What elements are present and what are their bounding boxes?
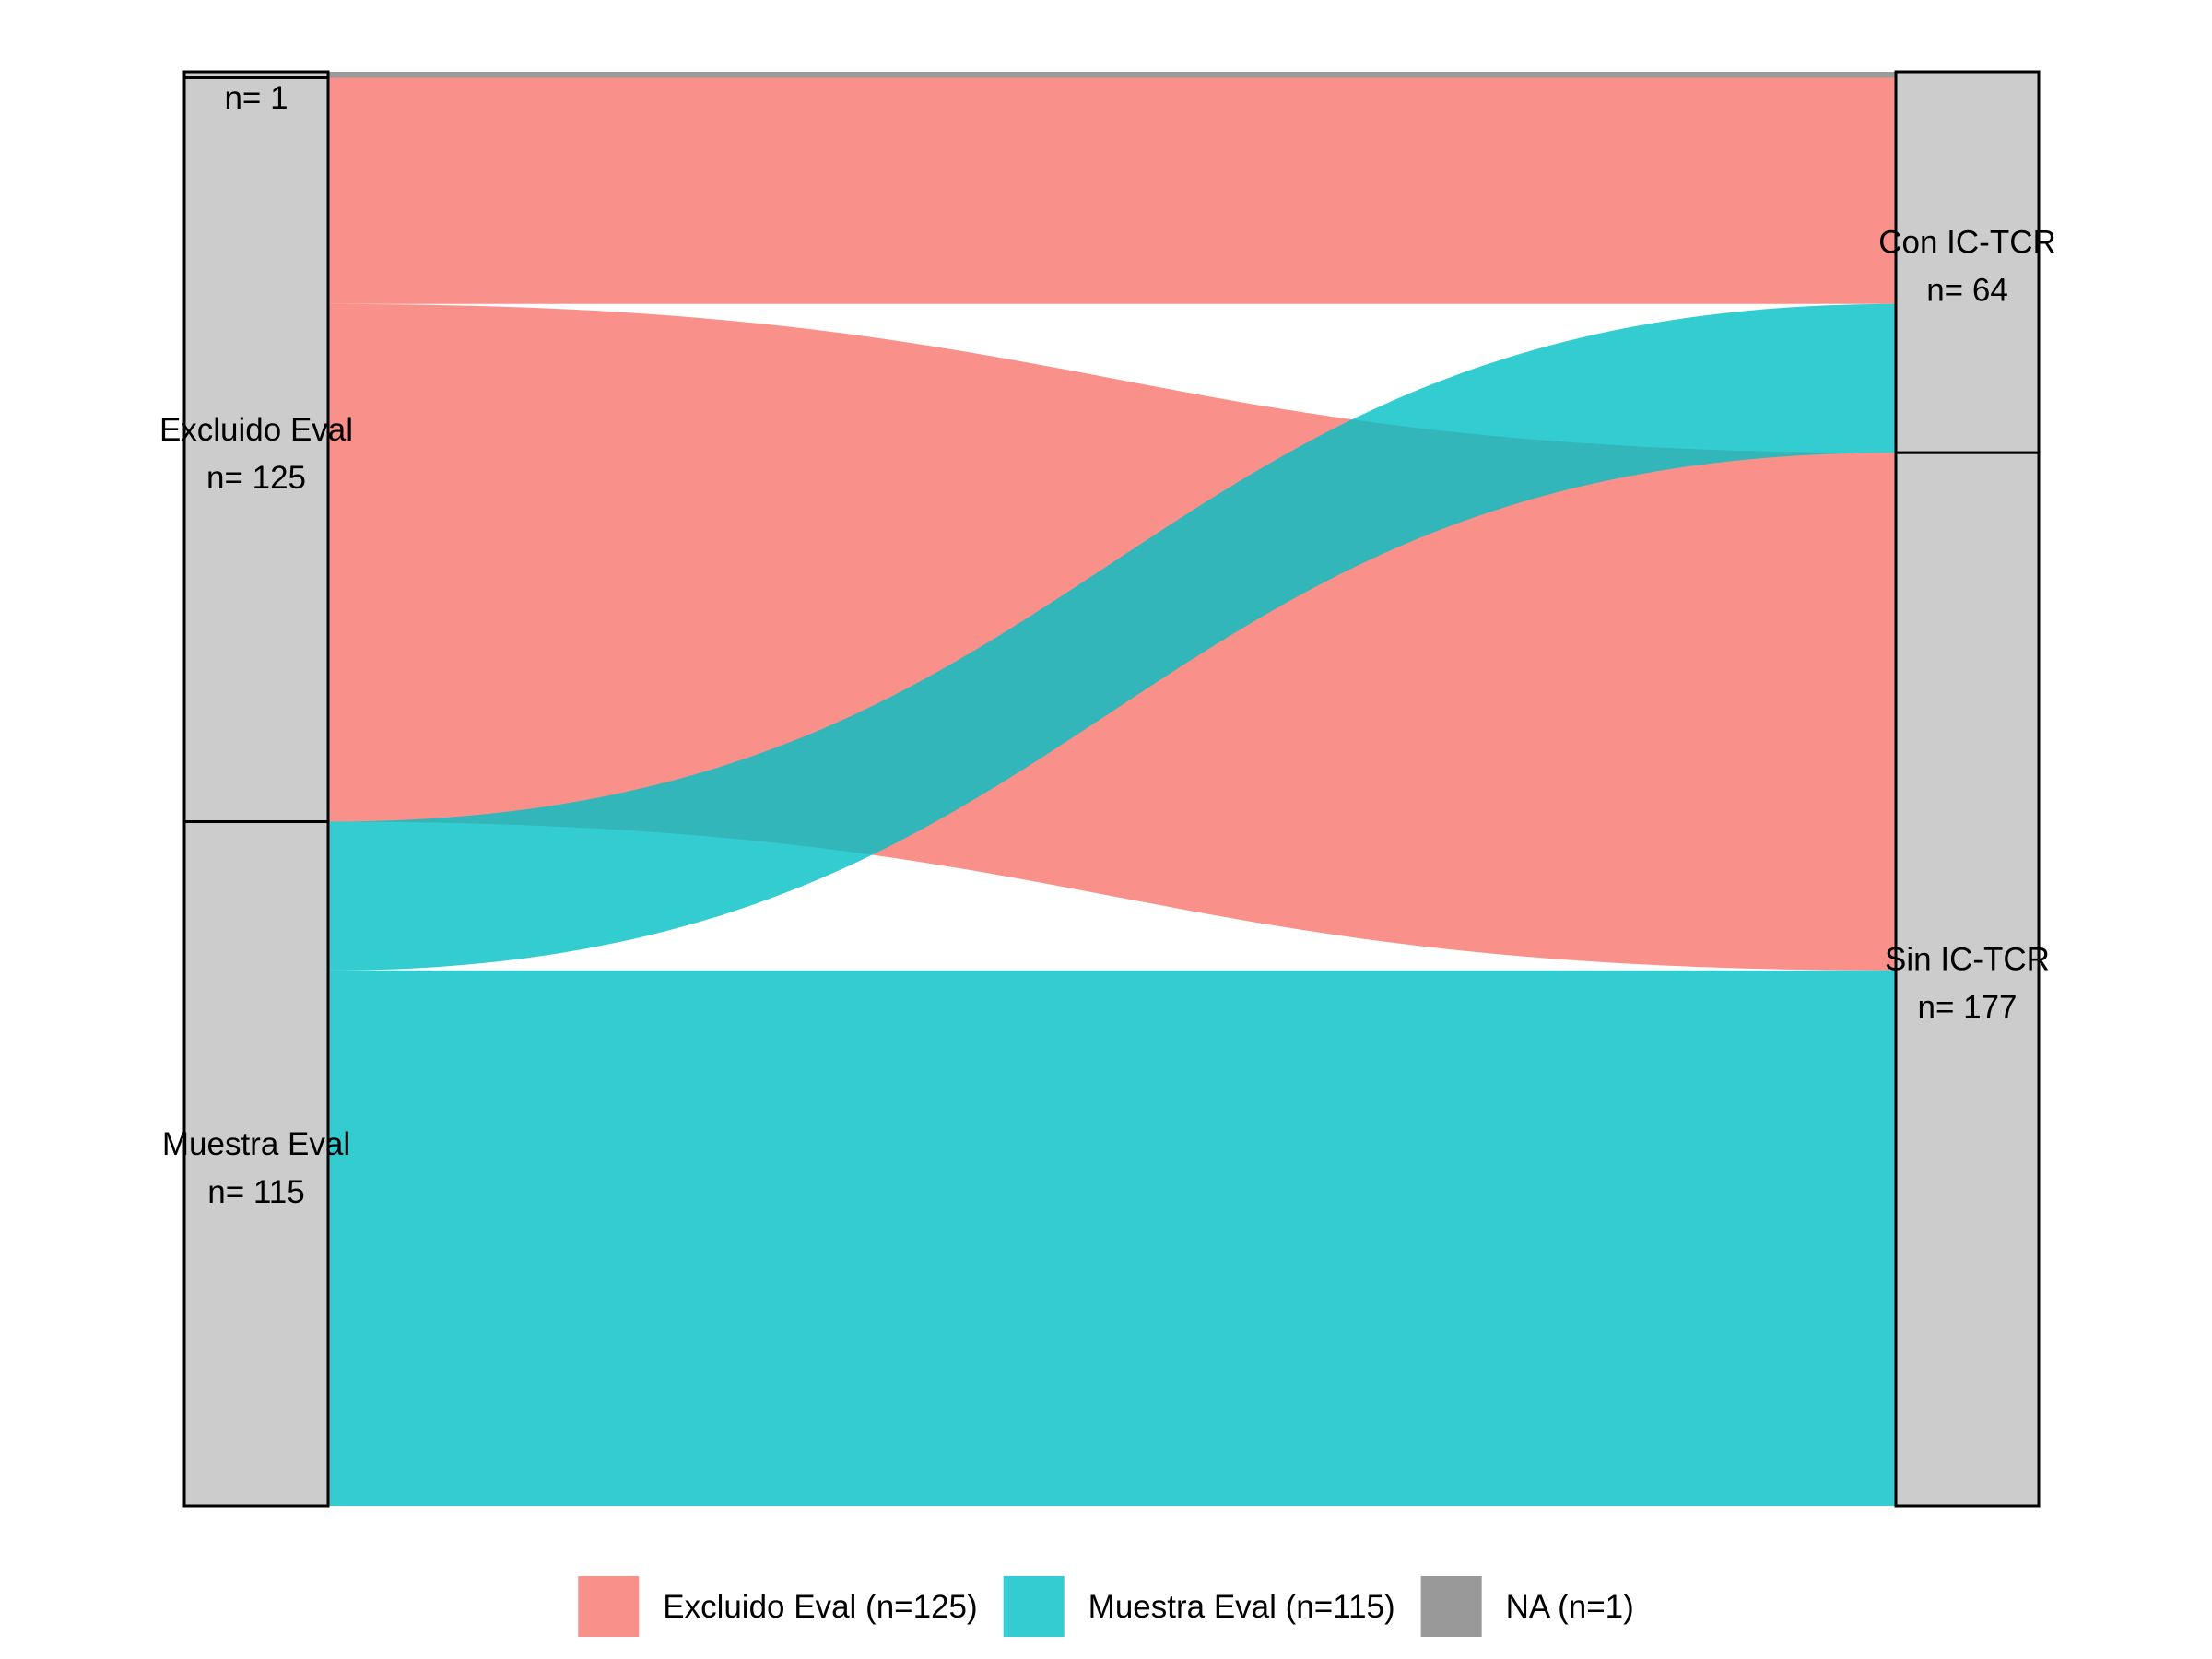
flow-muestra-to-sin [328,970,1896,1506]
stratum-label-sin: Sin IC-TCR [1885,942,2050,978]
stratum-count-excluido: n= 125 [206,460,306,496]
stratum-label-excluido: Excluido Eval [159,412,353,448]
stratum-count-con: n= 64 [1926,273,2008,309]
stratum-count-sin: n= 177 [1917,990,2017,1026]
strata-layer [182,70,2041,1508]
stratum-excluido [182,76,330,824]
flows-layer [328,72,1896,1506]
flow-muestra-to-con [328,303,1896,971]
stratum-label-muestra: Muestra Eval [162,1126,350,1162]
stratum-label-con: Con IC-TCR [1878,225,2056,261]
legend-swatch-na [1420,1576,1482,1637]
stratum-sin [1894,451,2041,1508]
legend-label-muestra: Muestra Eval (n=115) [1088,1589,1395,1625]
flow-excluido-to-con [328,77,1896,304]
stratum-count-muestra: n= 115 [207,1174,304,1210]
legend-swatch-excluido [578,1576,640,1637]
legend-label-na: NA (n=1) [1506,1589,1634,1625]
stratum-labels-layer: n= 1 Excluido Eval n= 125 Muestra Eval n= 11… [159,80,2056,1210]
legend-label-excluido: Excluido Eval (n=125) [663,1589,977,1625]
stratum-count-na: n= 1 [224,80,288,116]
flow-na-to-con [328,72,1896,78]
legend: Excluido Eval (n=125) Muestra Eval (n=115… [578,1576,1634,1637]
stratum-con [1894,70,2041,454]
legend-swatch-muestra [1003,1576,1065,1637]
stratum-muestra [182,820,330,1508]
